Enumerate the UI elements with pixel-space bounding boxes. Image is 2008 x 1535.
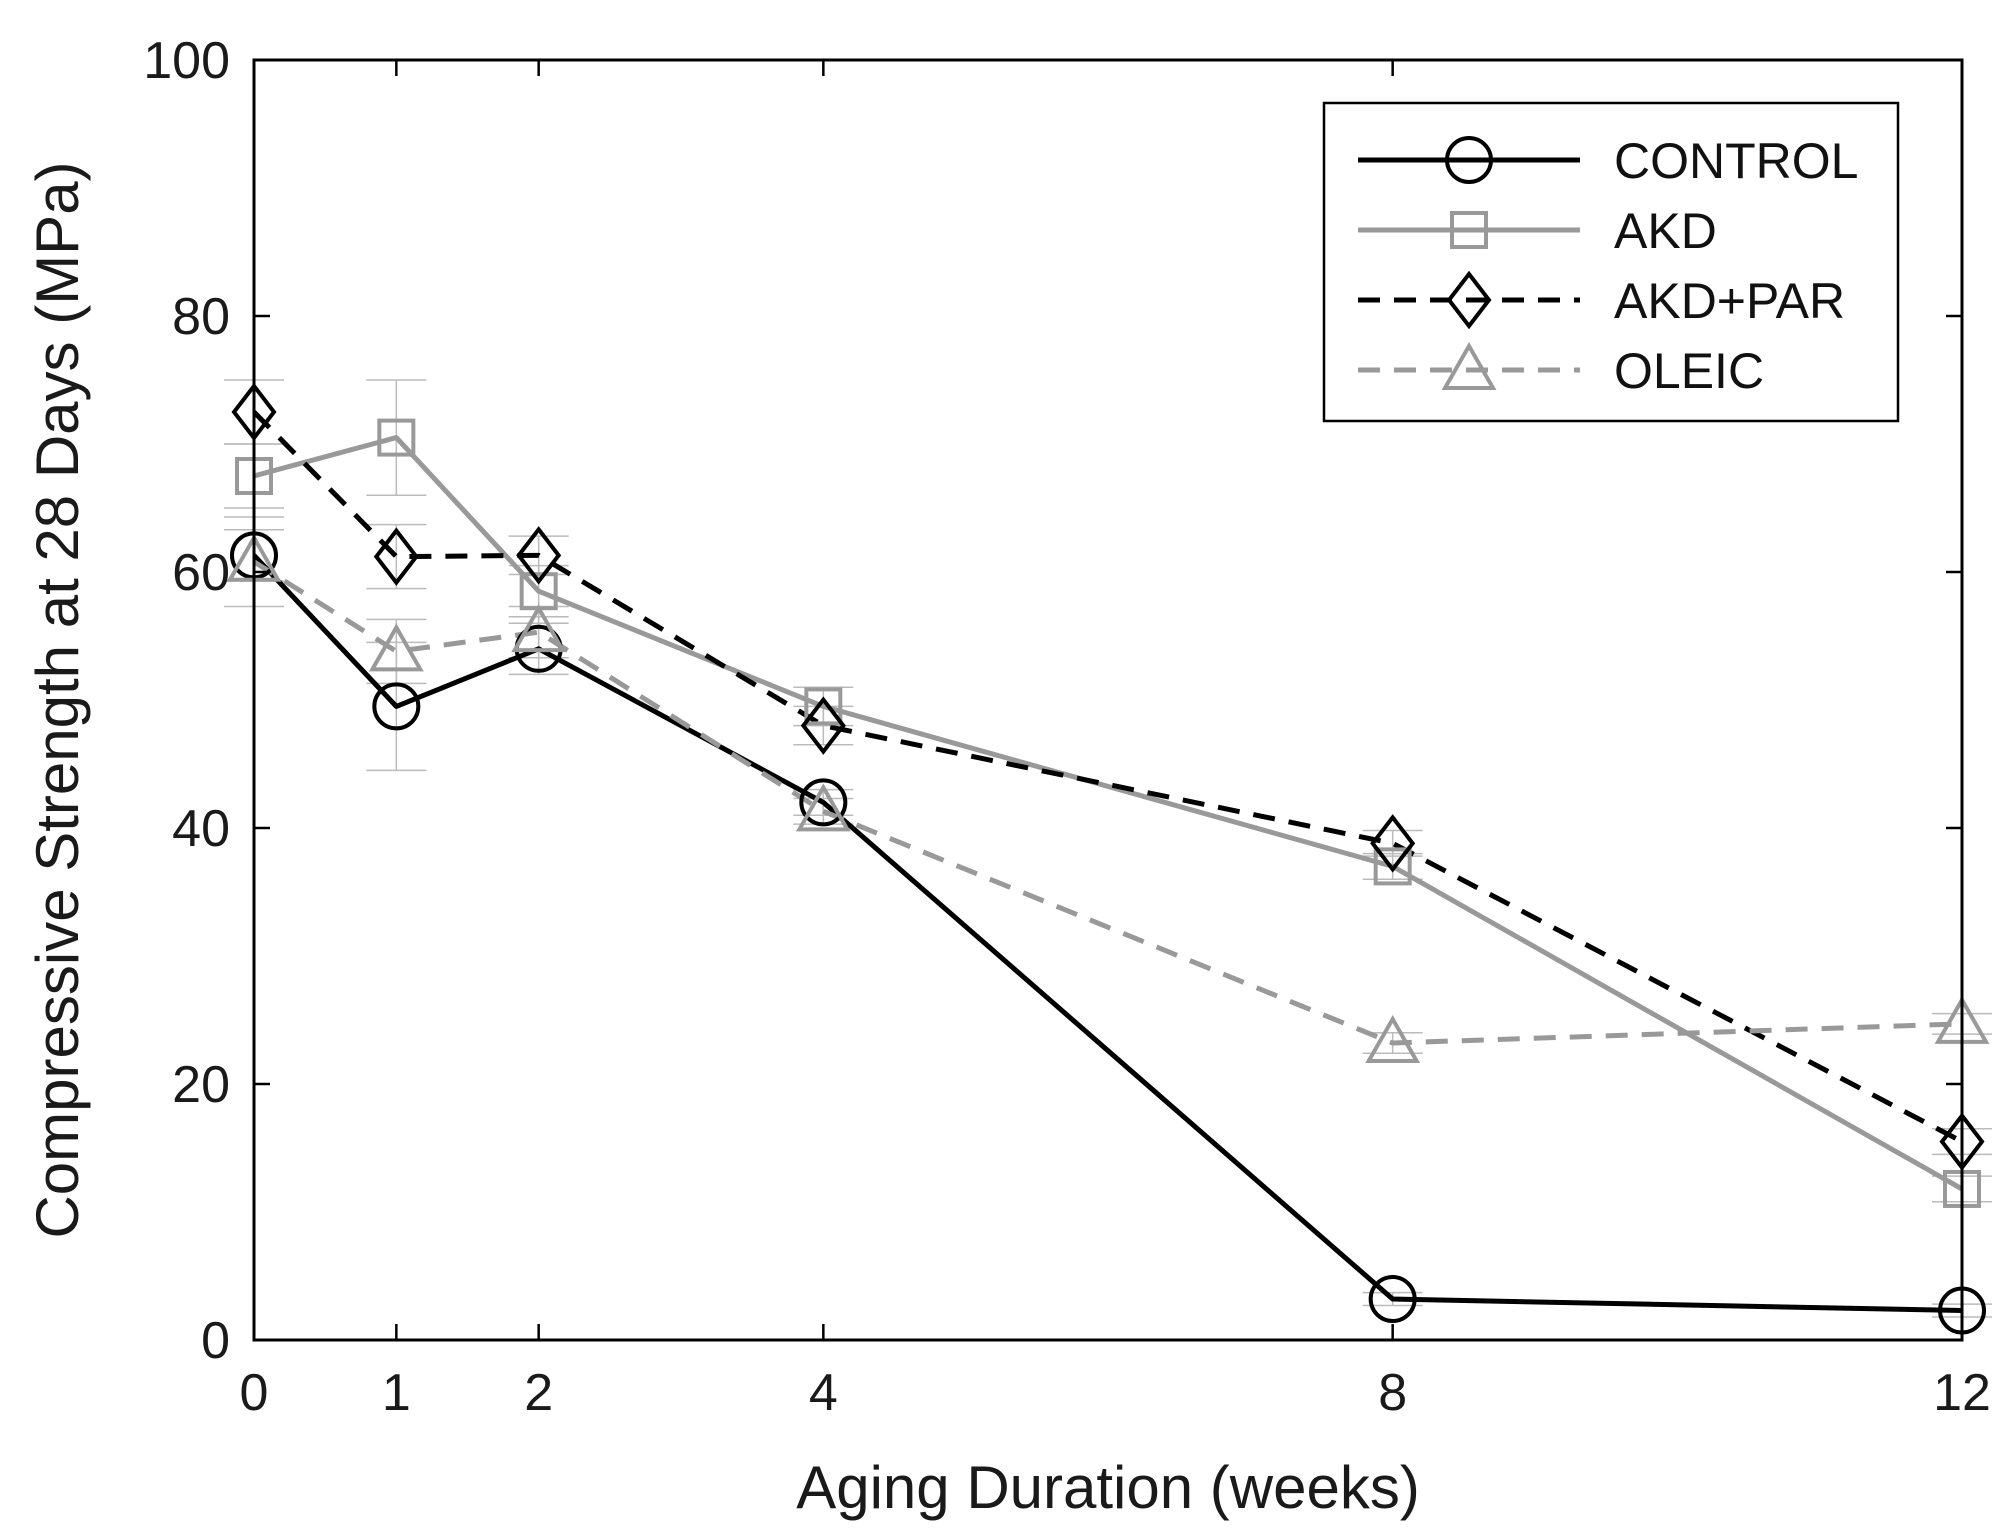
data-point-akd-par [373, 527, 419, 586]
legend-marker-oleic [1441, 341, 1497, 390]
x-axis-label: Aging Duration (weeks) [796, 1454, 1420, 1521]
legend-box [1322, 101, 1900, 423]
data-point-akd [1373, 847, 1412, 886]
legend: CONTROL AKD AKD+PAR OLEIC [1322, 101, 1900, 423]
legend-label-akd: AKD [1614, 203, 1717, 259]
error-bars-layer [224, 379, 1992, 1318]
legend-label-control: CONTROL [1614, 133, 1858, 189]
data-point-akd [377, 418, 416, 457]
plot-area-frame [252, 58, 1964, 1342]
x-tick-label: 12 [1933, 1364, 1991, 1422]
data-point-oleic [1365, 1015, 1421, 1064]
data-point-akd-par [800, 696, 846, 755]
y-axis-label: Compressive Strength at 28 Days (MPa) [24, 161, 91, 1238]
legend-label-oleic: OLEIC [1614, 343, 1764, 399]
data-point-control [1368, 1275, 1417, 1324]
series-line-oleic [252, 559, 1963, 1046]
data-point-control [372, 682, 421, 731]
x-tick-label: 8 [1378, 1364, 1407, 1422]
data-point-akd-par [516, 526, 562, 585]
x-tick-label: 4 [809, 1364, 838, 1422]
data-point-oleic [511, 604, 567, 653]
y-tick-label: 80 [172, 288, 230, 346]
axis-ticks-layer [252, 58, 1964, 1342]
series-markers-layer [226, 382, 1990, 1335]
data-point-akd [804, 687, 843, 726]
legend-marker-control [1445, 136, 1493, 184]
legend-label-akd-par: AKD+PAR [1614, 273, 1845, 329]
series-line-akd-par [252, 410, 1964, 1144]
data-point-akd-par [1370, 814, 1416, 873]
x-tick-label: 2 [524, 1364, 553, 1422]
series-lines-layer [252, 410, 1964, 1314]
x-tick-label: 0 [240, 1364, 269, 1422]
y-tick-label: 60 [172, 544, 230, 602]
legend-marker-akd [1450, 211, 1488, 249]
y-tick-label: 20 [172, 1056, 230, 1114]
y-tick-label: 40 [172, 800, 230, 858]
data-point-control [799, 778, 848, 827]
series-line-akd [253, 435, 1964, 1192]
legend-marker-akd-par [1446, 270, 1492, 330]
y-tick-label: 100 [143, 32, 230, 90]
y-tick-label: 0 [201, 1312, 230, 1370]
data-point-oleic [368, 623, 424, 672]
data-point-oleic [795, 783, 851, 832]
x-tick-label: 1 [382, 1364, 411, 1422]
series-line-control [252, 553, 1963, 1314]
